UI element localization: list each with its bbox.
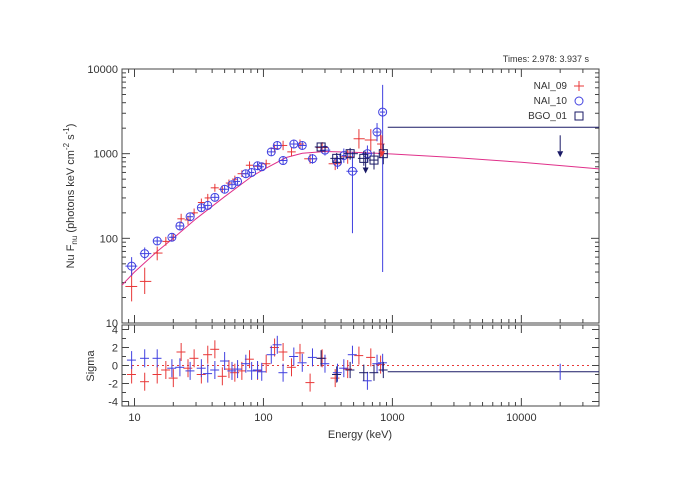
x-tick-label: 100 [254, 412, 272, 424]
data-point-circle [307, 154, 317, 164]
data-point-square [359, 153, 369, 163]
y-label-exp2: -1 [62, 127, 71, 135]
data-point-circle [167, 232, 177, 242]
x-tick-label: 10000 [506, 412, 537, 424]
resid-tick-label: 2 [112, 343, 118, 355]
data-point-plus [130, 285, 133, 288]
y-label-s: s [65, 134, 77, 143]
data-point-circle [257, 162, 267, 172]
data-point-plus [358, 137, 360, 140]
data-point-circle [196, 203, 206, 213]
times-label: Times: 2.978: 3.937 s [503, 54, 590, 64]
data-point-circle [203, 200, 213, 210]
data-point-circle [152, 236, 162, 246]
upper-limit-arrowhead [378, 151, 385, 158]
data-point-circle [297, 140, 307, 150]
data-point-square [369, 155, 379, 165]
data-point-circle [266, 147, 276, 157]
data-point-square [345, 149, 355, 159]
data-point-circle [241, 169, 251, 179]
data-point-plus [334, 162, 336, 165]
data-point-plus [265, 162, 267, 165]
legend-plus-marker [574, 81, 584, 91]
data-point-circle [289, 139, 299, 149]
data-point-plus [370, 139, 372, 141]
residual-points-group [126, 335, 599, 392]
x-tick-label: 1000 [380, 412, 404, 424]
data-point-plus [379, 143, 382, 145]
data-point-circle [278, 156, 288, 166]
model-curve-group [121, 150, 600, 286]
data-point-plus [165, 240, 167, 243]
data-point-circle [339, 151, 349, 161]
y-tick-label: 100 [100, 233, 118, 245]
upper-limit-arrowhead [362, 167, 369, 174]
resid-tick-label: 4 [112, 325, 118, 337]
data-point-circle [185, 212, 195, 222]
upper-limit-arrowhead [557, 151, 564, 158]
y-label-rest: (photons keV cm [65, 150, 77, 236]
y-tick-label: 10000 [87, 64, 118, 76]
resid-tick-label: -4 [108, 397, 118, 409]
x-axis-label: Energy (keV) [328, 429, 392, 441]
legend: NAI_09 NAI_10 BGO_01 [528, 81, 584, 122]
main-plot-frame [121, 68, 600, 324]
data-points-group [125, 84, 599, 302]
data-point-plus [248, 164, 251, 167]
data-point-circle [175, 221, 185, 231]
data-point-circle [247, 167, 257, 177]
y-axis-label: Nu Fnu (photons keV cm-2 s-1) [62, 124, 79, 269]
y-label-exp1: -2 [62, 142, 71, 150]
legend-label-bgo01: BGO_01 [528, 111, 567, 122]
data-point-circle [127, 261, 137, 271]
data-point-circle [233, 176, 243, 186]
data-point-plus [299, 143, 301, 145]
resid-tick-label: -2 [108, 379, 118, 391]
data-point-circle [210, 192, 220, 202]
data-point-plus [290, 151, 293, 153]
model-curve [121, 150, 600, 286]
data-point-circle [378, 107, 388, 117]
y-label-main: Nu F [65, 244, 77, 268]
resid-tick-label: 0 [112, 361, 118, 373]
legend-circle-marker [574, 96, 584, 106]
x-tick-label: 10 [128, 412, 140, 424]
data-point-plus [143, 280, 146, 283]
data-point-plus [282, 144, 284, 147]
y-tick-label: 1000 [94, 149, 118, 161]
data-point-plus [200, 201, 203, 204]
data-point-plus [214, 187, 216, 189]
data-point-plus [156, 252, 159, 254]
data-point-square [316, 142, 326, 152]
data-point-plus [180, 218, 182, 220]
legend-label-nai09: NAI_09 [534, 81, 568, 92]
data-point-plus [193, 212, 195, 214]
legend-label-nai10: NAI_10 [534, 96, 568, 107]
data-point-circle [140, 249, 150, 259]
y-label-sub: nu [70, 236, 79, 245]
data-point-circle [220, 184, 230, 194]
residual-y-axis-label: Sigma [85, 350, 97, 382]
y-label-close: ) [65, 124, 77, 128]
data-point-square [378, 149, 388, 159]
y-tick-label: 10 [106, 318, 118, 330]
data-point-circle [372, 127, 382, 137]
data-point-square [332, 153, 342, 163]
data-point-circle [272, 140, 282, 150]
data-point-circle [347, 166, 357, 176]
data-point-plus [206, 197, 209, 199]
axis-ticks: 10 100 1000 10000 10 100 1000 10000 4 2 0 -2 -4 [87, 64, 600, 424]
legend-square-marker [574, 111, 584, 121]
